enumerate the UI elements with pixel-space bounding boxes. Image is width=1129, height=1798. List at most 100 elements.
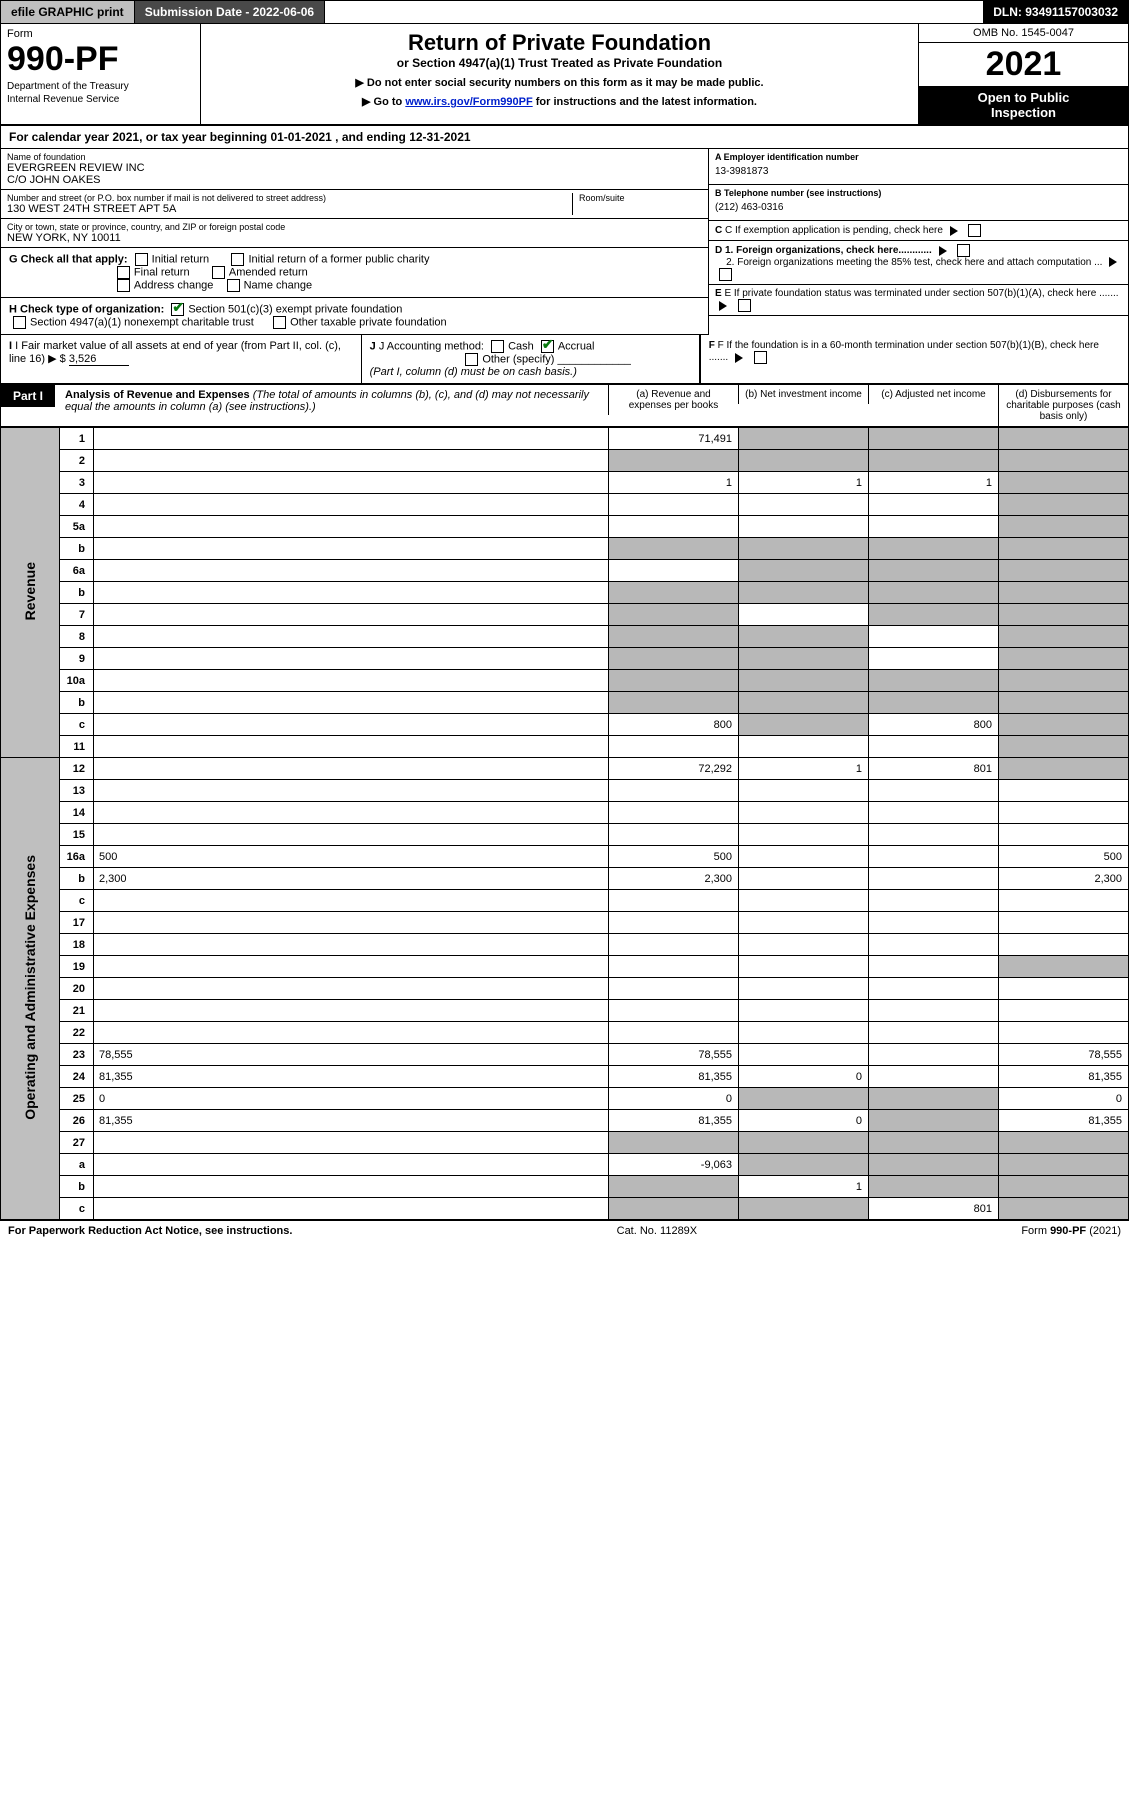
col-d-value: 2,300: [999, 868, 1129, 890]
form-word: Form: [7, 28, 194, 40]
line-number: b: [60, 1176, 94, 1198]
col-d-value: [999, 1022, 1129, 1044]
col-b-value: [739, 1000, 869, 1022]
line-number: c: [60, 1198, 94, 1220]
line-number: c: [60, 890, 94, 912]
other-taxable-checkbox[interactable]: [273, 316, 286, 329]
line-number: 21: [60, 1000, 94, 1022]
open-to-public: Open to PublicInspection: [919, 86, 1128, 124]
col-c-value: [869, 692, 999, 714]
col-a-value: [609, 934, 739, 956]
h-section: H Check type of organization: Section 50…: [1, 298, 708, 335]
name-change-checkbox[interactable]: [227, 279, 240, 292]
header-center: Return of Private Foundation or Section …: [201, 24, 918, 124]
line-number: 20: [60, 978, 94, 1000]
form990pf-link[interactable]: www.irs.gov/Form990PF: [405, 96, 532, 108]
i-j-f-row: I I Fair market value of all assets at e…: [0, 335, 1129, 385]
instr-ssn: ▶ Do not enter social security numbers o…: [211, 76, 908, 89]
line-number: 9: [60, 648, 94, 670]
footer-left: For Paperwork Reduction Act Notice, see …: [8, 1225, 292, 1237]
col-a-value: [609, 824, 739, 846]
line-description: [94, 1000, 609, 1022]
line-description: 0: [94, 1088, 609, 1110]
ein-cell: A Employer identification number 13-3981…: [709, 149, 1128, 185]
col-c-value: [869, 912, 999, 934]
phone-cell: B Telephone number (see instructions) (2…: [709, 185, 1128, 221]
tax-year: 2021: [919, 43, 1128, 86]
4947a1-checkbox[interactable]: [13, 316, 26, 329]
col-a-value: [609, 736, 739, 758]
col-b-value: [739, 670, 869, 692]
col-a-value: [609, 956, 739, 978]
line-number: b: [60, 868, 94, 890]
col-d-value: [999, 538, 1129, 560]
col-b-value: [739, 714, 869, 736]
exemption-pending-checkbox[interactable]: [968, 224, 981, 237]
cash-checkbox[interactable]: [491, 340, 504, 353]
line-description: 500: [94, 846, 609, 868]
col-d-value: [999, 802, 1129, 824]
col-b-value: [739, 736, 869, 758]
line-number: 23: [60, 1044, 94, 1066]
col-d-value: [999, 1198, 1129, 1220]
col-b-value: [739, 450, 869, 472]
dept-irs: Internal Revenue Service: [7, 94, 194, 105]
col-d-value: [999, 978, 1129, 1000]
col-c-value: [869, 538, 999, 560]
line-description: [94, 692, 609, 714]
line-description: [94, 670, 609, 692]
efile-print-button[interactable]: efile GRAPHIC print: [1, 1, 135, 23]
line-description: [94, 736, 609, 758]
col-b-value: [739, 604, 869, 626]
col-d-value: [999, 450, 1129, 472]
line-description: [94, 714, 609, 736]
final-return-checkbox[interactable]: [117, 266, 130, 279]
line-number: 22: [60, 1022, 94, 1044]
line-number: 8: [60, 626, 94, 648]
60-month-checkbox[interactable]: [754, 351, 767, 364]
initial-return-checkbox[interactable]: [135, 253, 148, 266]
501c3-checkbox[interactable]: [171, 303, 184, 316]
status-terminated-checkbox[interactable]: [738, 299, 751, 312]
other-method-checkbox[interactable]: [465, 353, 478, 366]
line-description: [94, 516, 609, 538]
line-number: 6a: [60, 560, 94, 582]
col-d-value: 78,555: [999, 1044, 1129, 1066]
line-number: 25: [60, 1088, 94, 1110]
line-description: [94, 472, 609, 494]
calendar-year-line: For calendar year 2021, or tax year begi…: [0, 126, 1129, 149]
col-c-value: [869, 780, 999, 802]
accrual-checkbox[interactable]: [541, 340, 554, 353]
col-d-value: [999, 560, 1129, 582]
col-b-value: [739, 868, 869, 890]
col-c-value: [869, 450, 999, 472]
line-description: 81,355: [94, 1110, 609, 1132]
col-b-value: [739, 428, 869, 450]
amended-return-checkbox[interactable]: [212, 266, 225, 279]
address-change-checkbox[interactable]: [117, 279, 130, 292]
col-b-value: [739, 956, 869, 978]
line-description: [94, 1132, 609, 1154]
header-left: Form 990-PF Department of the Treasury I…: [1, 24, 201, 124]
col-a-value: [609, 1176, 739, 1198]
line-description: 81,355: [94, 1066, 609, 1088]
line-number: b: [60, 692, 94, 714]
foreign-85-checkbox[interactable]: [719, 268, 732, 281]
col-a-value: [609, 692, 739, 714]
former-charity-checkbox[interactable]: [231, 253, 244, 266]
arrow-icon: [950, 226, 958, 236]
col-b-value: [739, 1088, 869, 1110]
line-number: 2: [60, 450, 94, 472]
form-subtitle: or Section 4947(a)(1) Trust Treated as P…: [211, 56, 908, 70]
line-number: b: [60, 538, 94, 560]
form-title: Return of Private Foundation: [211, 30, 908, 56]
col-d-value: [999, 670, 1129, 692]
col-c-value: [869, 560, 999, 582]
line-number: 1: [60, 428, 94, 450]
col-c-value: [869, 802, 999, 824]
col-c-value: [869, 648, 999, 670]
col-c-value: [869, 494, 999, 516]
form-header: Form 990-PF Department of the Treasury I…: [0, 24, 1129, 126]
line-number: 26: [60, 1110, 94, 1132]
foreign-org-checkbox[interactable]: [957, 244, 970, 257]
